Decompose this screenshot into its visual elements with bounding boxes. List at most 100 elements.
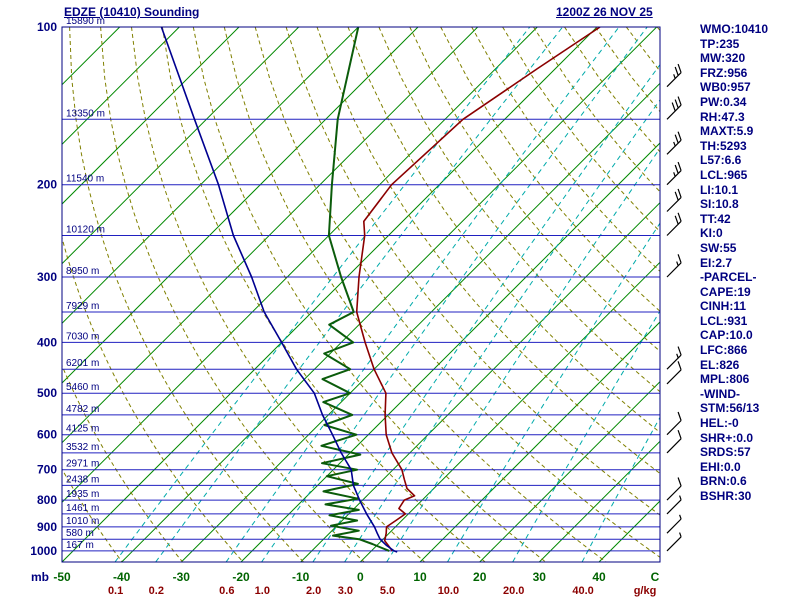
mixing-unit-label: g/kg [634, 585, 657, 597]
pressure-unit-label: mb [31, 570, 49, 584]
stat-line: LCL:931 [700, 313, 748, 328]
temperature-axis-labels: -50 -40 -30 -20 -10 0 10 20 30 40 [53, 570, 606, 584]
svg-text:10.0: 10.0 [438, 585, 459, 597]
stat-line: FRZ:956 [700, 65, 748, 80]
svg-text:8950 m: 8950 m [66, 266, 99, 277]
svg-text:15890 m: 15890 m [66, 16, 105, 27]
svg-text:10120 m: 10120 m [66, 225, 105, 236]
stat-line: EI:2.7 [700, 255, 733, 270]
svg-text:1010 m: 1010 m [66, 516, 99, 527]
stat-line: MPL:806 [700, 372, 750, 387]
svg-text:2971 m: 2971 m [66, 459, 99, 470]
stat-line: TP:235 [700, 36, 740, 51]
stat-line: -WIND- [700, 386, 740, 401]
svg-text:0.6: 0.6 [219, 585, 234, 597]
stat-line: MW:320 [700, 51, 746, 66]
stat-line: LCL:965 [700, 167, 748, 182]
dry-adiabat-lines [62, 27, 660, 562]
svg-text:1461 m: 1461 m [66, 503, 99, 514]
stat-line: MAXT:5.9 [700, 124, 754, 139]
svg-text:-10: -10 [292, 570, 310, 584]
stat-line: BSHR:30 [700, 489, 752, 503]
svg-text:1935 m: 1935 m [66, 489, 99, 500]
stat-line: LFC:866 [700, 343, 748, 358]
svg-text:0.2: 0.2 [149, 585, 164, 597]
svg-text:300: 300 [37, 270, 57, 284]
svg-text:5.0: 5.0 [380, 585, 395, 597]
svg-text:167 m: 167 m [66, 540, 94, 551]
svg-text:400: 400 [37, 335, 57, 349]
mixing-ratio-lines [114, 27, 660, 562]
svg-text:10: 10 [413, 570, 427, 584]
svg-text:4125 m: 4125 m [66, 424, 99, 435]
svg-text:100: 100 [37, 20, 57, 34]
svg-text:2.0: 2.0 [306, 585, 321, 597]
svg-text:-30: -30 [173, 570, 191, 584]
svg-text:7929 m: 7929 m [66, 301, 99, 312]
stat-line: L57:6.6 [700, 153, 742, 168]
stat-line: PW:0.34 [700, 94, 747, 109]
stat-line: BRN:0.6 [700, 474, 747, 489]
stat-line: SW:55 [700, 240, 737, 255]
stat-line: SHR+:0.0 [700, 430, 754, 445]
temperature-curve [355, 27, 601, 552]
svg-text:6201 m: 6201 m [66, 358, 99, 369]
svg-text:20.0: 20.0 [503, 585, 524, 597]
stats-panel: WMO:10410 TP:235 MW:320 FRZ:956 WB0:957 PW:0.… [700, 22, 768, 504]
svg-text:-40: -40 [113, 570, 131, 584]
mixing-ratio-labels: 0.1 0.2 0.6 1.0 2.0 3.0 5.0 10.0 20.0 40.0 [108, 585, 594, 597]
stat-line: KI:0 [700, 226, 723, 241]
svg-text:800: 800 [37, 493, 57, 507]
svg-text:20: 20 [473, 570, 487, 584]
wet-bulb-parcel-curve [160, 27, 398, 553]
svg-text:3532 m: 3532 m [66, 442, 99, 453]
pressure-axis-labels: 100 200 300 400 500 600 700 800 900 1000 [30, 20, 57, 558]
svg-text:900: 900 [37, 520, 57, 534]
stat-line: STM:56/13 [700, 401, 760, 416]
svg-text:30: 30 [533, 570, 547, 584]
svg-text:11540 m: 11540 m [66, 174, 104, 185]
stat-line: TT:42 [700, 211, 731, 226]
stat-line: WB0:957 [700, 80, 751, 95]
svg-text:1.0: 1.0 [255, 585, 270, 597]
stat-line: SRDS:57 [700, 445, 751, 460]
svg-text:0: 0 [357, 570, 364, 584]
stat-line: WMO:10410 [700, 22, 769, 36]
svg-text:40.0: 40.0 [572, 585, 593, 597]
svg-text:700: 700 [37, 463, 57, 477]
stat-line: TH:5293 [700, 138, 747, 153]
sounding-datetime: 1200Z 26 NOV 25 [556, 5, 653, 19]
stat-line: CAPE:19 [700, 284, 751, 299]
stat-line: RH:47.3 [700, 109, 745, 124]
svg-text:580 m: 580 m [66, 528, 94, 539]
wind-barbs [666, 63, 682, 552]
stat-line: CAP:10.0 [700, 328, 753, 343]
svg-text:13350 m: 13350 m [66, 108, 105, 119]
stat-line: LI:10.1 [700, 182, 739, 197]
isotherm-lines [62, 27, 660, 562]
temp-unit-label: C [651, 570, 660, 584]
height-labels: 15890 m 13350 m 11540 m 10120 m 8950 m 7929 m… [66, 16, 105, 551]
svg-text:1000: 1000 [30, 544, 57, 558]
svg-text:-20: -20 [232, 570, 250, 584]
dewpoint-curve [320, 27, 390, 552]
stat-line: EHI:0.0 [700, 459, 741, 474]
svg-text:500: 500 [37, 386, 57, 400]
stat-line: SI:10.8 [700, 197, 739, 212]
svg-text:2438 m: 2438 m [66, 474, 99, 485]
svg-text:200: 200 [37, 178, 57, 192]
svg-text:0.1: 0.1 [108, 585, 123, 597]
svg-text:7030 m: 7030 m [66, 331, 99, 342]
svg-text:40: 40 [592, 570, 606, 584]
svg-text:3.0: 3.0 [338, 585, 353, 597]
page-title: EDZE (10410) Sounding [64, 5, 200, 19]
plot-frame [61, 26, 661, 563]
stat-line: CINH:11 [700, 299, 747, 314]
stat-line: -PARCEL- [700, 270, 757, 285]
svg-text:4782 m: 4782 m [66, 404, 99, 415]
svg-text:600: 600 [37, 428, 57, 442]
svg-text:-50: -50 [53, 570, 71, 584]
stat-line: EL:826 [700, 357, 740, 372]
